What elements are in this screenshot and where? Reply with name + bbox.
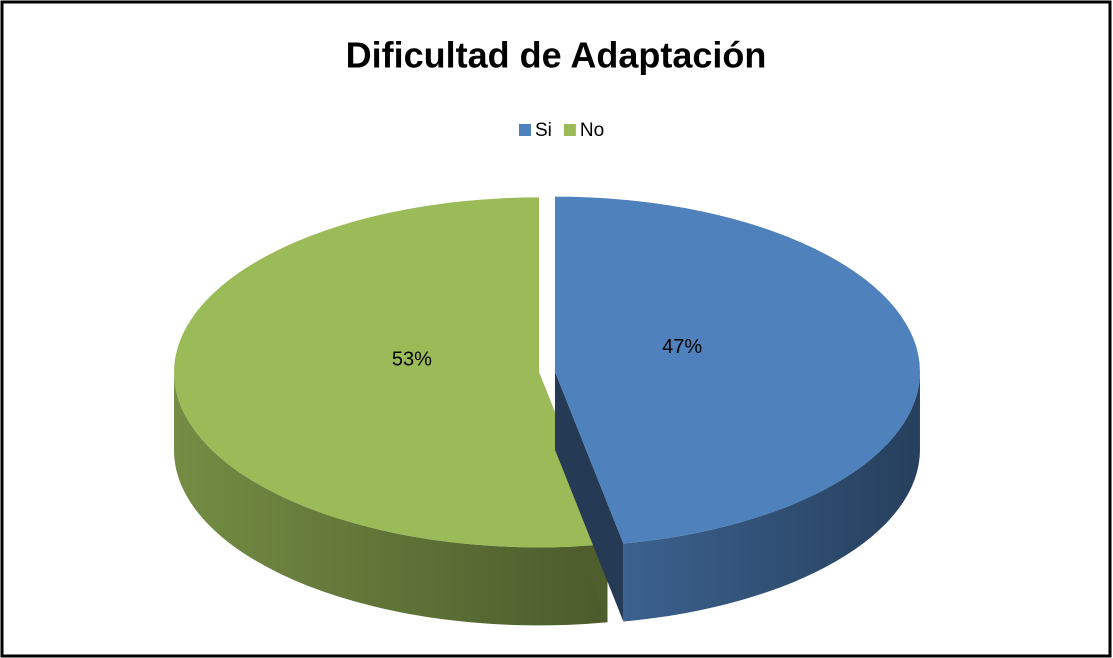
legend-swatch [563,124,576,136]
legend-label: Si [535,120,552,141]
data-label: 47% [662,336,702,358]
legend-swatch [519,124,531,136]
slice [554,196,920,544]
slice-cut-face [554,371,624,622]
legend: Si No [519,120,604,141]
slice [174,197,608,548]
pie: 47% 53% [174,196,920,626]
legend-label: No [580,120,604,141]
slice-side-shade [174,372,608,626]
chart-title: Dificultad de Adaptación [346,35,767,76]
data-label: 53% [392,348,432,370]
slice-side-shade [623,371,920,622]
